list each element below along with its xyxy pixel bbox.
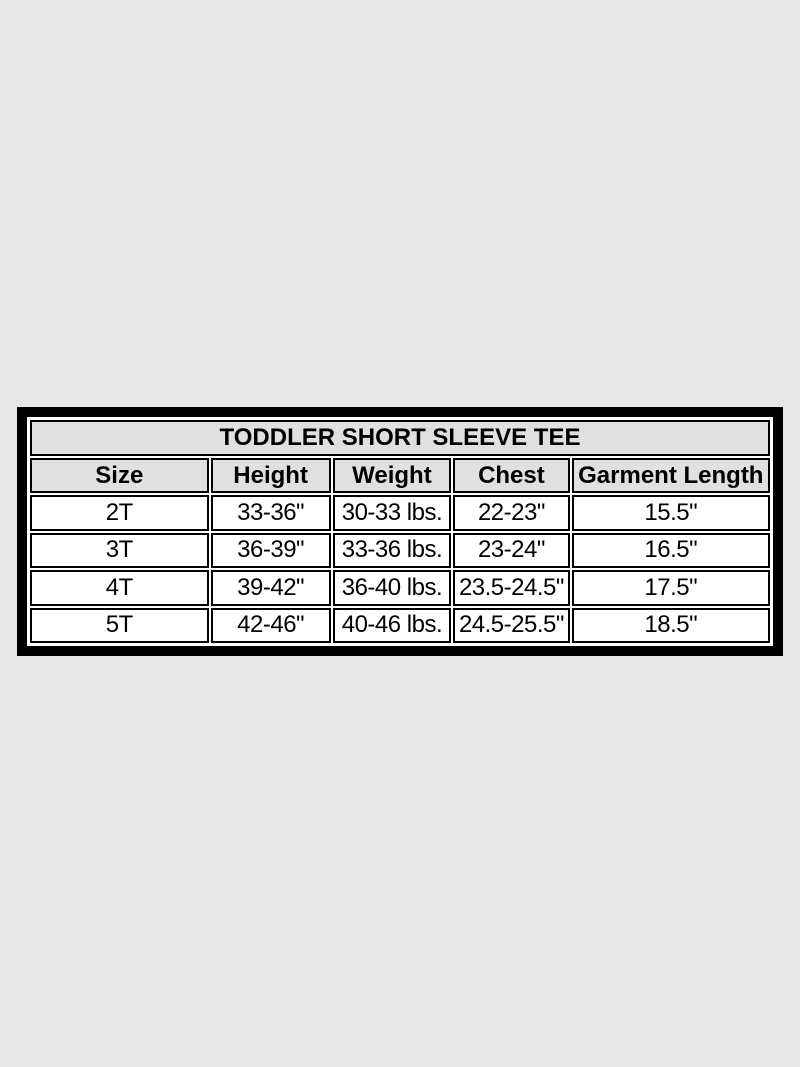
- column-header-chest: Chest: [453, 458, 570, 493]
- cell-height: 42-46": [210, 607, 331, 643]
- table-row-3t: 3T 36-39" 33-36 lbs. 23-24" 16.5": [30, 532, 770, 568]
- cell-size: 2T: [30, 495, 209, 531]
- column-header-garment-length: Garment Length: [571, 458, 770, 493]
- table-row-4t: 4T 39-42" 36-40 lbs. 23.5-24.5" 17.5": [30, 570, 770, 606]
- cell-height: 33-36": [210, 495, 331, 531]
- column-header-row: Size Height Weight Chest Garment Length: [30, 458, 770, 493]
- column-header-height: Height: [210, 458, 331, 493]
- size-chart-table: TODDLER SHORT SLEEVE TEE Size Height Wei…: [28, 418, 772, 645]
- table-row-2t: 2T 33-36" 30-33 lbs. 22-23" 15.5": [30, 495, 770, 531]
- cell-height: 36-39": [210, 532, 331, 568]
- cell-garment-length: 18.5": [571, 607, 770, 643]
- cell-height: 39-42": [210, 570, 331, 606]
- cell-chest: 24.5-25.5": [453, 607, 570, 643]
- size-chart-frame: TODDLER SHORT SLEEVE TEE Size Height Wei…: [17, 407, 783, 656]
- cell-size: 4T: [30, 570, 209, 606]
- cell-weight: 36-40 lbs.: [332, 570, 452, 606]
- cell-weight: 33-36 lbs.: [332, 532, 452, 568]
- cell-size: 5T: [30, 607, 209, 643]
- title-row: TODDLER SHORT SLEEVE TEE: [30, 420, 770, 456]
- cell-weight: 40-46 lbs.: [332, 607, 452, 643]
- cell-garment-length: 16.5": [571, 532, 770, 568]
- cell-garment-length: 15.5": [571, 495, 770, 531]
- cell-size: 3T: [30, 532, 209, 568]
- size-chart-title: TODDLER SHORT SLEEVE TEE: [30, 420, 770, 456]
- column-header-size: Size: [30, 458, 209, 493]
- cell-chest: 22-23": [453, 495, 570, 531]
- cell-chest: 23-24": [453, 532, 570, 568]
- cell-chest: 23.5-24.5": [453, 570, 570, 606]
- column-header-weight: Weight: [332, 458, 452, 493]
- cell-garment-length: 17.5": [571, 570, 770, 606]
- cell-weight: 30-33 lbs.: [332, 495, 452, 531]
- table-row-5t: 5T 42-46" 40-46 lbs. 24.5-25.5" 18.5": [30, 607, 770, 643]
